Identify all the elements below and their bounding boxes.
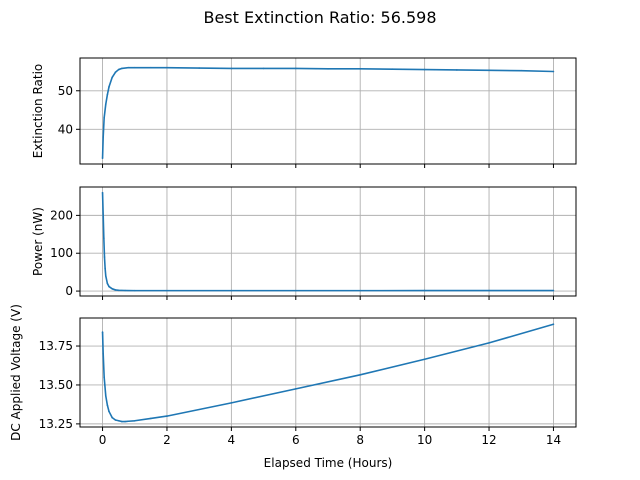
x-tick-label: 8 (356, 433, 364, 447)
axes-frame (79, 317, 577, 428)
data-point (103, 116, 105, 119)
data-point (101, 157, 104, 160)
subplot-2: 0 100 200 Power (nW) (31, 186, 577, 300)
data-point (114, 71, 117, 74)
data-point (294, 67, 297, 70)
y-tick-label: 50 (58, 84, 73, 98)
data-point (108, 410, 110, 413)
data-point (111, 416, 114, 419)
y-tick-label: 13.50 (39, 378, 73, 392)
y-tick-label: 0 (65, 284, 73, 298)
data-point (101, 331, 104, 333)
data-point (391, 68, 394, 70)
figure-title: Best Extinction Ratio: 56.598 (203, 8, 436, 27)
data-point (198, 67, 200, 69)
data-point (108, 285, 110, 288)
data-point (166, 66, 168, 69)
data-point (359, 289, 362, 292)
data-point (102, 136, 104, 138)
data-point (117, 68, 120, 71)
y-axis-label: Extinction Ratio (31, 64, 45, 159)
y-axis-label: DC Applied Voltage (V) (9, 304, 23, 441)
data-point (133, 66, 136, 69)
data-point (124, 289, 126, 292)
data-point (117, 289, 120, 292)
data-point (166, 415, 168, 417)
data-point (114, 289, 117, 291)
data-point (106, 404, 109, 407)
data-point (520, 69, 523, 72)
y-tick-label: 13.75 (39, 339, 73, 353)
data-point (101, 191, 104, 194)
data-point (150, 66, 152, 69)
x-tick-label: 12 (481, 433, 496, 447)
x-tick-label: 14 (546, 433, 561, 447)
data-point (230, 402, 233, 404)
data-point (114, 419, 117, 421)
data-point (127, 66, 130, 69)
data-point (230, 289, 233, 292)
data-point (104, 267, 106, 270)
subplot-1: 40 50 Extinction Ratio (31, 57, 577, 168)
data-point (102, 214, 104, 217)
data-point (103, 237, 105, 239)
data-point (552, 70, 555, 73)
data-point (121, 420, 123, 423)
data-point (106, 282, 109, 285)
series-line (101, 192, 554, 292)
data-point (359, 374, 362, 376)
data-point (103, 256, 106, 258)
data-point (166, 289, 168, 292)
data-point (552, 323, 555, 326)
subplot-3: 0 2 4 6 8 10 12 14 13.25 13.50 13.75 DC Applied Vol… (9, 304, 577, 470)
y-axis-label: Power (nW) (31, 207, 45, 276)
data-point (488, 69, 490, 72)
series-line (101, 66, 554, 159)
axes-frame (79, 57, 577, 165)
data-point (127, 420, 130, 423)
data-point (423, 289, 426, 292)
data-point (262, 67, 265, 70)
data-point (104, 395, 107, 397)
data-point (133, 289, 136, 292)
data-point (456, 69, 458, 71)
data-point (103, 376, 105, 378)
data-point (124, 420, 126, 423)
data-point (104, 103, 107, 106)
data-point (150, 417, 152, 420)
x-tick-label: 2 (163, 433, 171, 447)
data-point (108, 86, 110, 88)
x-tick-label: 10 (417, 433, 432, 447)
data-point (133, 419, 136, 422)
data-point (106, 93, 109, 96)
data-point (552, 289, 555, 292)
data-point (423, 358, 426, 361)
data-point (121, 67, 123, 70)
data-point (488, 289, 490, 292)
data-point (294, 289, 297, 292)
data-point (359, 67, 362, 70)
data-point (294, 388, 297, 390)
data-point (423, 68, 426, 71)
data-point (111, 76, 114, 79)
x-tick-label: 4 (228, 433, 236, 447)
y-tick-label: 13.25 (39, 417, 73, 431)
data-point (230, 67, 233, 70)
series-line (101, 323, 554, 423)
y-tick-label: 200 (50, 208, 73, 222)
data-point (104, 275, 107, 277)
y-tick-label: 40 (58, 122, 73, 136)
x-axis-label: Elapsed Time (Hours) (264, 456, 393, 470)
data-point (488, 342, 490, 344)
x-tick-label: 6 (292, 433, 300, 447)
axes-frame (79, 186, 577, 297)
subplot-panels: 40 50 Extinction Ratio 0 100 200 Power (nW) 0 2 4… (9, 57, 577, 470)
y-tick-label: 100 (50, 246, 73, 260)
data-point (111, 288, 114, 290)
x-tick-label: 0 (99, 433, 107, 447)
data-point (117, 419, 120, 422)
data-point (102, 353, 104, 355)
data-point (327, 67, 329, 70)
